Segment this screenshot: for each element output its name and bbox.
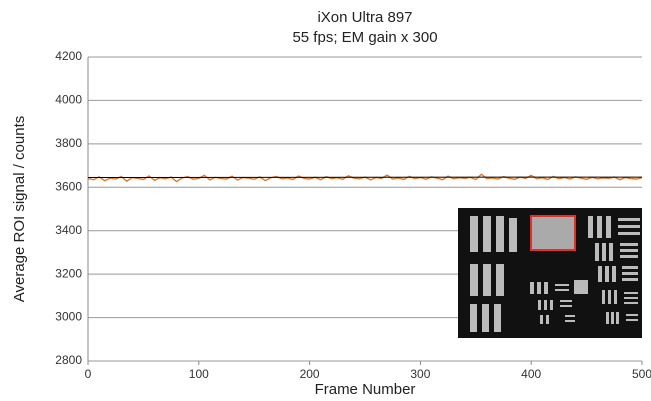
chart-subtitle: 55 fps; EM gain x 300	[292, 29, 437, 46]
x-tick-label: 400	[521, 367, 541, 381]
y-tick-label: 3400	[55, 223, 82, 237]
y-tick-label: 4000	[55, 93, 82, 107]
x-tick-label: 0	[85, 367, 92, 381]
x-axis-label: Frame Number	[315, 381, 416, 398]
y-tick-label: 2800	[55, 353, 82, 367]
x-tick-label: 100	[189, 367, 209, 381]
y-tick-label: 3000	[55, 310, 82, 324]
inset-image	[458, 208, 642, 338]
y-tick-label: 4200	[55, 49, 82, 63]
chart-title: iXon Ultra 897	[317, 9, 412, 26]
data-line	[87, 173, 643, 183]
y-tick-label: 3200	[55, 266, 82, 280]
x-tick-label: 200	[300, 367, 320, 381]
y-tick-label: 3800	[55, 136, 82, 150]
x-tick-label: 300	[410, 367, 430, 381]
x-tick-label: 500	[632, 367, 651, 381]
y-tick-label: 3600	[55, 179, 82, 193]
y-axis-label: Average ROI signal / counts	[11, 116, 28, 303]
